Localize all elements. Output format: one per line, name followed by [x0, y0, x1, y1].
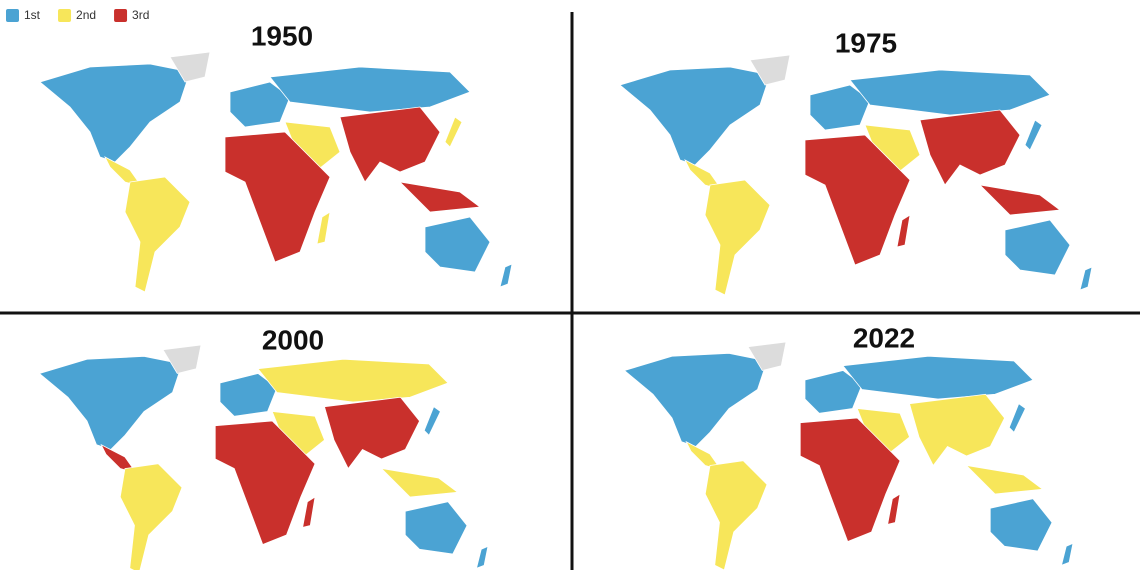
country-region — [269, 66, 471, 113]
country-region — [38, 356, 183, 450]
country-region — [989, 498, 1053, 552]
maps: 1950 1975 2000 2022 — [38, 20, 1093, 570]
country-region — [475, 545, 489, 569]
country-region — [1024, 119, 1043, 151]
country-region — [324, 396, 420, 470]
legend-label: 1st — [24, 8, 41, 22]
country-region — [404, 501, 468, 555]
country-region — [39, 63, 191, 163]
country-region — [1060, 542, 1074, 566]
country-region — [747, 341, 787, 371]
country-region — [444, 116, 463, 148]
map-title: 1950 — [251, 20, 313, 51]
country-region — [849, 69, 1051, 116]
country-region — [169, 51, 211, 83]
country-region — [1008, 403, 1026, 433]
world-map — [623, 341, 1074, 570]
country-region — [380, 467, 459, 498]
country-region — [896, 214, 911, 248]
world-map — [39, 51, 513, 293]
legend-label: 3rd — [132, 8, 149, 22]
legend-swatch — [58, 9, 72, 22]
country-region — [119, 463, 183, 570]
map-title: 2000 — [262, 324, 324, 355]
country-region — [302, 496, 316, 528]
country-region — [424, 216, 491, 273]
map-title: 1975 — [835, 27, 897, 58]
legend-swatch — [114, 9, 128, 22]
country-region — [909, 393, 1005, 467]
country-region — [809, 84, 871, 131]
country-region — [219, 373, 278, 417]
legend: 1st 2nd 3rd — [6, 8, 149, 22]
country-region — [339, 106, 441, 183]
country-region — [1004, 219, 1071, 276]
country-region — [749, 54, 791, 86]
country-region — [499, 263, 513, 288]
country-region — [887, 493, 901, 525]
country-region — [965, 464, 1044, 495]
country-region — [804, 134, 911, 266]
country-region — [214, 420, 316, 545]
country-region — [978, 184, 1062, 216]
country-region — [919, 109, 1021, 186]
country-region — [704, 460, 768, 570]
country-region — [623, 353, 768, 447]
country-region — [316, 211, 331, 245]
country-region — [799, 417, 901, 542]
world-map — [619, 54, 1093, 296]
country-region — [257, 358, 449, 403]
country-region — [619, 66, 771, 166]
country-region — [704, 179, 771, 296]
country-region — [842, 355, 1034, 400]
country-region — [229, 81, 291, 128]
country-region — [398, 181, 482, 213]
country-region — [124, 176, 191, 293]
country-region — [162, 344, 202, 374]
country-region — [1079, 266, 1093, 291]
map-title: 2022 — [853, 322, 915, 353]
world-map — [38, 344, 489, 570]
legend-label: 2nd — [76, 8, 96, 22]
country-region — [224, 131, 331, 263]
legend-swatch — [6, 9, 19, 22]
country-region — [804, 370, 863, 414]
country-region — [423, 406, 441, 436]
